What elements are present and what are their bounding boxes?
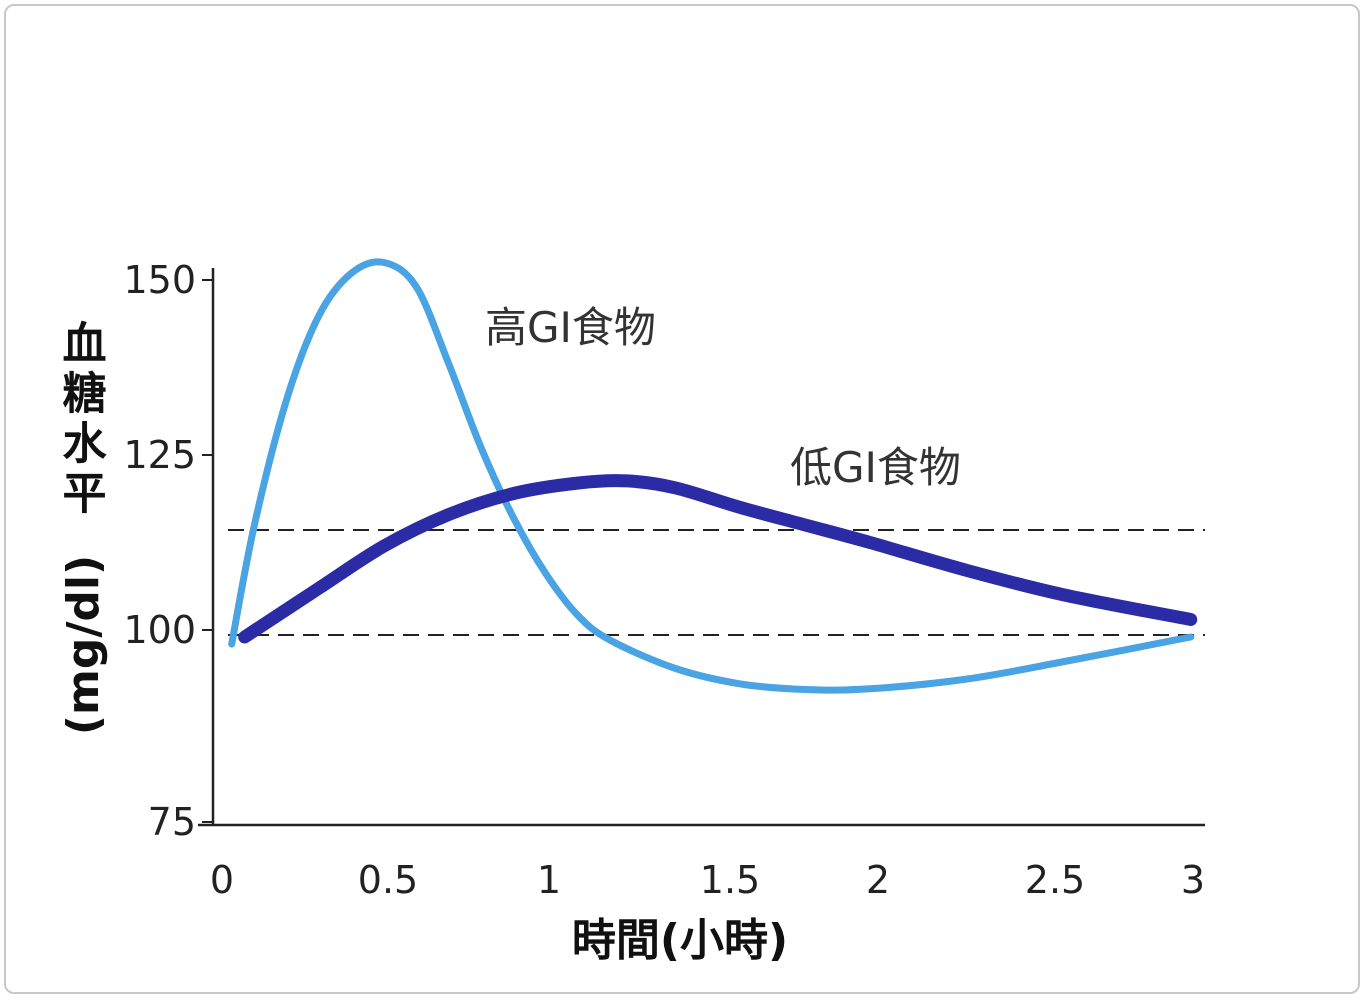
- y-tick-label: 125: [123, 433, 196, 477]
- y-tick-label: 100: [123, 608, 196, 652]
- y-tick-label: 150: [123, 258, 196, 302]
- reference-lines: [228, 529, 1205, 636]
- series-label-high-gi: 高GI食物: [485, 303, 656, 352]
- chart-frame: [4, 4, 1360, 994]
- y-axis-label: 血糖水平: [55, 320, 107, 520]
- low-gi-line: [238, 474, 1198, 644]
- x-tick-label: 2: [866, 858, 890, 902]
- y-axis-unit: (mg/dl): [58, 555, 109, 735]
- x-tick-label: 2.5: [1025, 858, 1085, 902]
- x-axis-label: 時間(小時): [572, 915, 788, 966]
- x-tick-label: 3: [1181, 858, 1205, 902]
- series-lines: [228, 258, 1198, 694]
- y-tick-label: 75: [148, 800, 196, 844]
- x-tick-label: 1: [537, 858, 561, 902]
- series-label-low-gi: 低GI食物: [790, 443, 961, 492]
- axes: 75 100 125 150 0 0.5 1 1.5 2 2.5 3: [123, 258, 1205, 902]
- x-tick-label: 0: [210, 858, 234, 902]
- x-tick-label: 0.5: [358, 858, 418, 902]
- high-gi-line: [228, 258, 1195, 694]
- x-tick-label: 1.5: [700, 858, 760, 902]
